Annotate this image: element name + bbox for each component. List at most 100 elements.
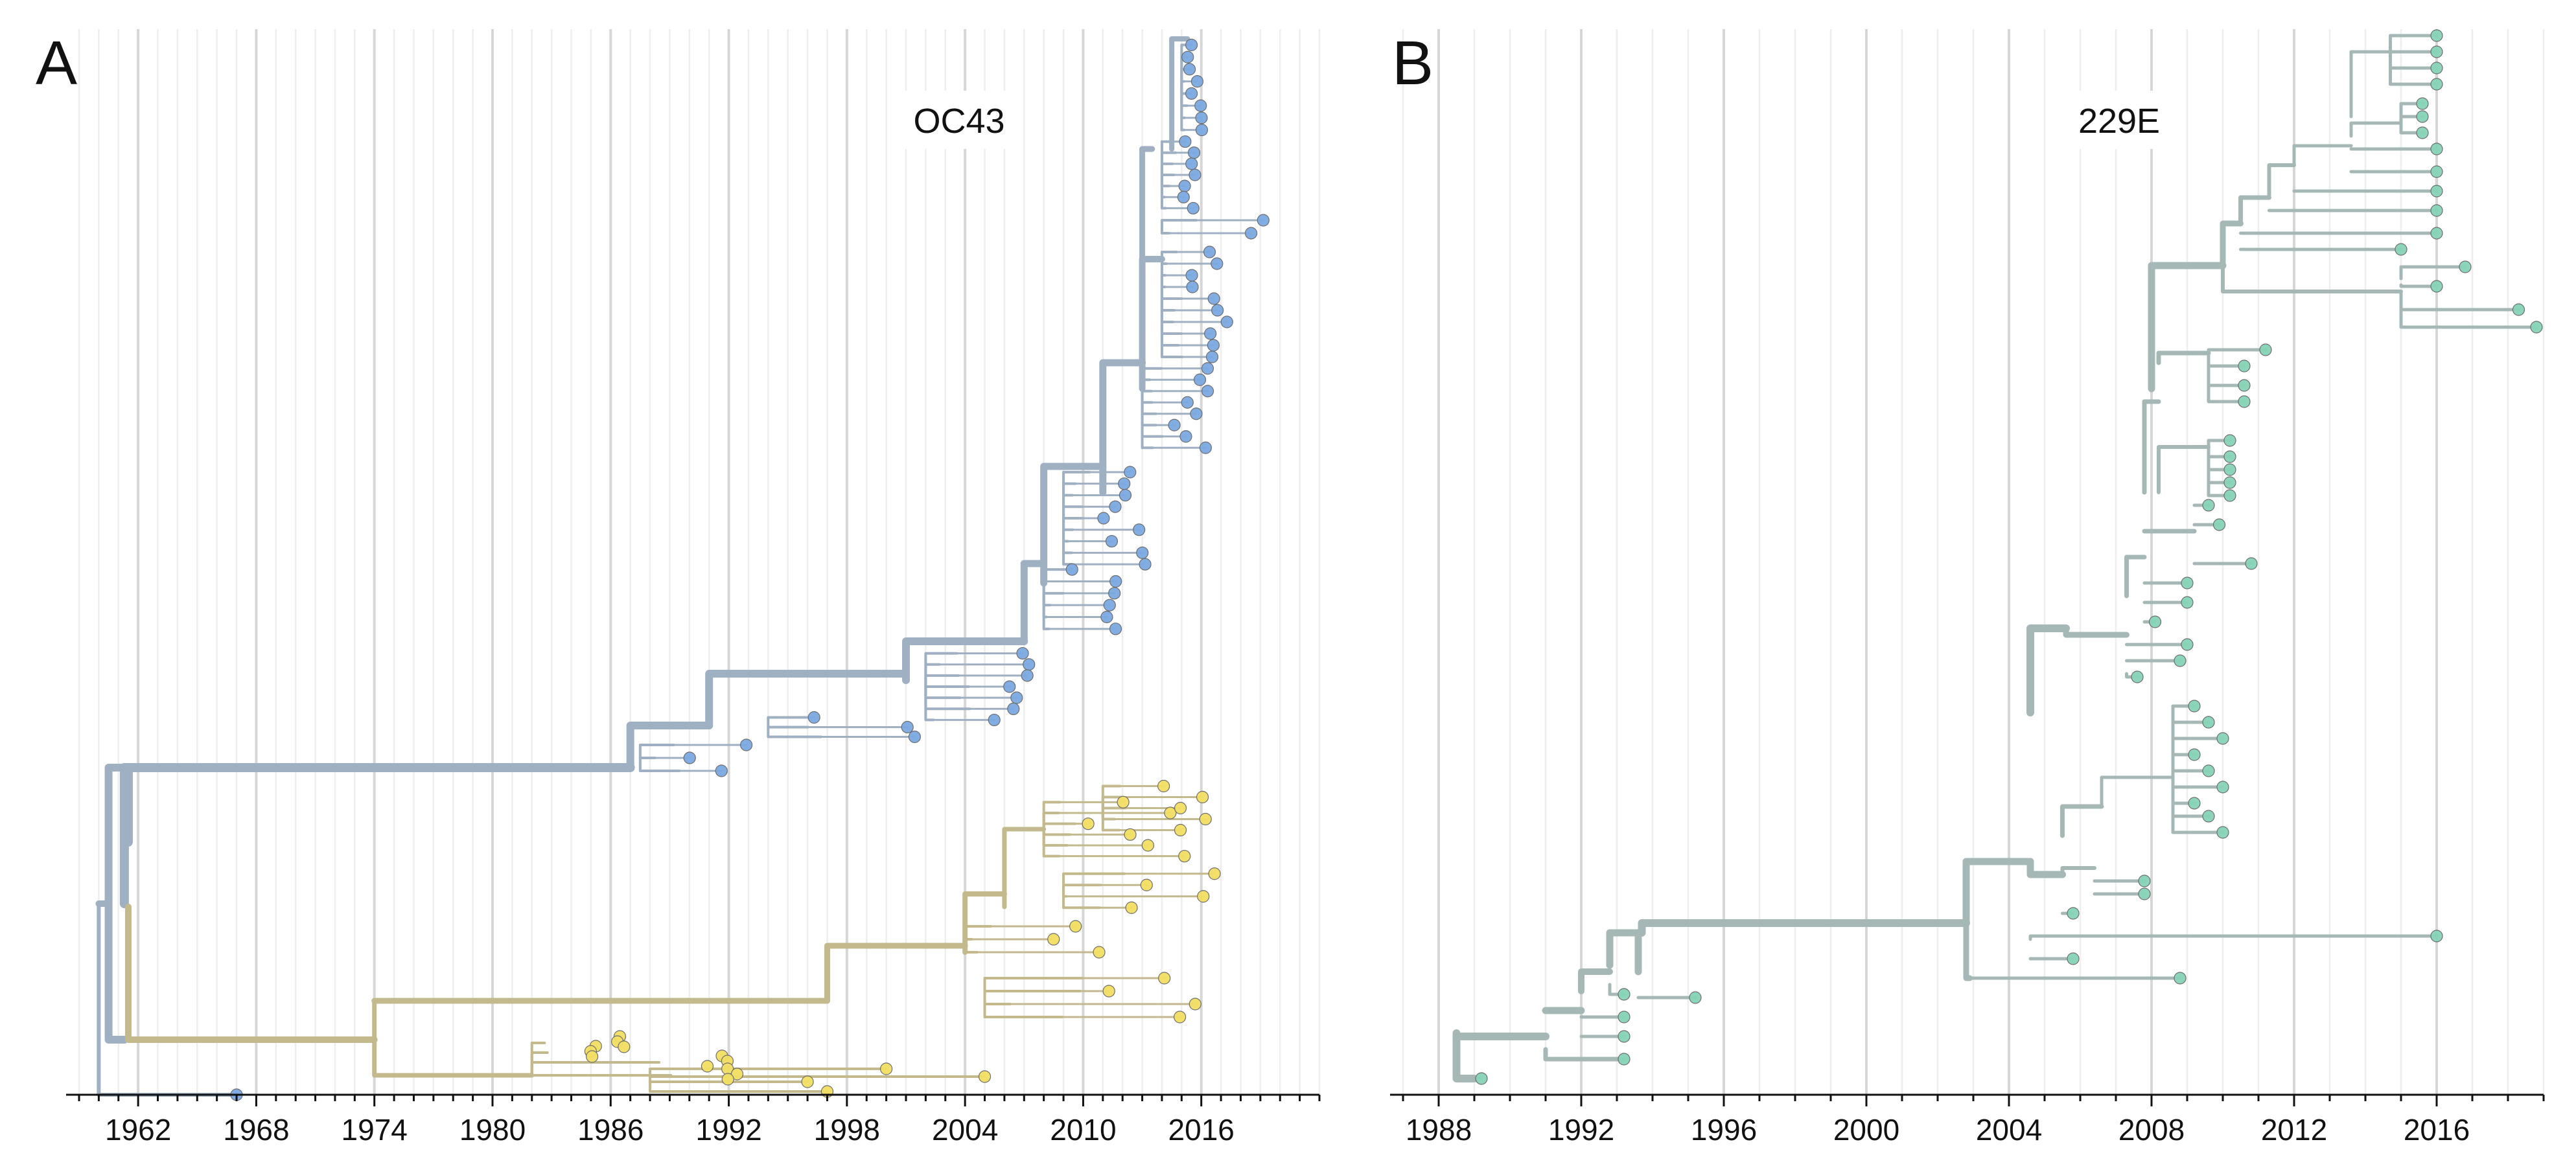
- tree-branch: [2389, 50, 2439, 86]
- tree-tip: [2202, 810, 2215, 823]
- tree-tip: [1475, 1072, 1488, 1085]
- tree-branch: [2238, 195, 2271, 226]
- tree-branch: [2171, 775, 2210, 818]
- tree-tip: [1201, 362, 1214, 375]
- x-axis-tick-label: 1974: [342, 1113, 408, 1147]
- tree-branch: [1141, 389, 1153, 409]
- tree-tip: [1065, 563, 1078, 576]
- x-axis-tick-label: 1988: [1406, 1113, 1472, 1147]
- x-axis-tick-label: 1968: [223, 1113, 289, 1147]
- tree-tip: [2174, 972, 2187, 985]
- tree-branch: [2026, 624, 2070, 716]
- tree-tip: [2223, 489, 2236, 502]
- tree-tip: [807, 711, 820, 724]
- x-axis-tick-label: 2004: [932, 1113, 998, 1147]
- tree-branch: [2060, 804, 2104, 838]
- tree-branch: [2399, 121, 2424, 135]
- tree-tip: [1205, 350, 1219, 363]
- tree-tip: [2430, 930, 2443, 943]
- tree-branch: [2389, 34, 2439, 54]
- x-axis-tick-label: 2000: [1833, 1113, 1899, 1147]
- tree-branch: [1062, 482, 1077, 520]
- tree-tip: [1199, 812, 1212, 826]
- tree-tip: [1105, 534, 1119, 548]
- tree-tip: [715, 764, 728, 777]
- tree-tip: [1618, 988, 1630, 1001]
- tree-tip: [1178, 179, 1191, 192]
- x-axis-tick-label: 2016: [1168, 1113, 1235, 1147]
- tree-tip: [1220, 315, 1233, 328]
- tree-branch: [964, 925, 993, 941]
- tree-tip: [1139, 558, 1152, 571]
- tree-tip: [2216, 732, 2229, 745]
- tree-branch: [1062, 889, 1101, 909]
- tree-tip: [2430, 185, 2443, 198]
- tree-branch: [372, 998, 535, 1078]
- tree-tip: [1010, 691, 1023, 704]
- tree-branch: [530, 1051, 549, 1077]
- tree-tip: [801, 1075, 814, 1088]
- x-axis-tick-label: 1962: [105, 1113, 171, 1147]
- tree-tip: [908, 730, 921, 744]
- tree-tip: [2212, 518, 2226, 531]
- tree-tip: [2223, 450, 2236, 463]
- tree-branch: [2220, 220, 2244, 269]
- tree-branch: [2142, 399, 2161, 495]
- tree-branch: [2148, 262, 2227, 393]
- tree-tip: [2202, 764, 2215, 777]
- tree-tip: [1199, 441, 1213, 454]
- tree-branch: [2171, 775, 2225, 834]
- tree-branch: [2292, 144, 2353, 167]
- tree-branch: [2399, 283, 2439, 288]
- tree-branch: [638, 744, 675, 759]
- tree-tip: [2430, 62, 2443, 74]
- x-axis-tick-label: 2016: [2404, 1113, 2470, 1147]
- tree-branch: [2399, 308, 2538, 329]
- tree-tip: [1047, 933, 1060, 946]
- tree-branch: [983, 996, 1012, 1005]
- tree-tip: [2181, 596, 2194, 609]
- panel-a-oc43-tree: OC43 A 1962 1968 1974 1980 1986 1992 1998 2004 2…: [36, 29, 1321, 1147]
- tree-tip: [1211, 257, 1224, 270]
- panel-b-tips: [1475, 29, 2543, 1085]
- tree-branch: [1141, 401, 1154, 409]
- tree-branch: [1606, 929, 1642, 969]
- panel-a-label-box: [904, 91, 1021, 149]
- tree-tip: [2131, 670, 2144, 683]
- tree-branch: [2207, 464, 2232, 497]
- tree-branch: [1169, 36, 1190, 152]
- tree-branch: [1160, 303, 1175, 323]
- tree-tip: [1178, 850, 1191, 863]
- tree-branch: [2349, 50, 2392, 119]
- tree-branch: [1042, 812, 1060, 830]
- tree-tip: [1186, 280, 1199, 293]
- tree-tip: [1195, 111, 1208, 124]
- tree-tip: [2067, 907, 2080, 920]
- tree-branch: [2207, 361, 2246, 404]
- tree-tip: [740, 738, 753, 751]
- tree-branch: [924, 685, 962, 700]
- tree-tip: [2174, 654, 2187, 667]
- tree-tip: [2430, 280, 2443, 293]
- tree-branch: [1062, 505, 1084, 520]
- tree-tip: [2430, 227, 2443, 240]
- tree-tip: [2430, 29, 2443, 42]
- tree-branch: [924, 685, 935, 722]
- tree-tip: [1189, 998, 1201, 1011]
- tree-branch: [1040, 463, 1107, 587]
- tree-tip: [1201, 385, 1214, 398]
- tree-tip: [1177, 190, 1190, 203]
- tree-branch: [2207, 455, 2232, 468]
- tree-tip: [1618, 1030, 1630, 1043]
- tree-tip: [1187, 146, 1201, 159]
- tree-tip: [1100, 610, 1113, 624]
- panel-b-label: 229E: [2078, 102, 2160, 141]
- tree-tip: [1181, 51, 1194, 63]
- tree-tip: [2216, 781, 2229, 794]
- panel-b-letter: B: [1392, 29, 1433, 98]
- tree-tip: [1257, 214, 1270, 227]
- tree-branch: [983, 977, 1084, 999]
- tree-tip: [880, 1062, 893, 1075]
- tree-tip: [1109, 500, 1122, 513]
- panel-b-x-axis: 1988 1992 1996 2000 2004 2008 2012 2016: [1390, 1093, 2545, 1147]
